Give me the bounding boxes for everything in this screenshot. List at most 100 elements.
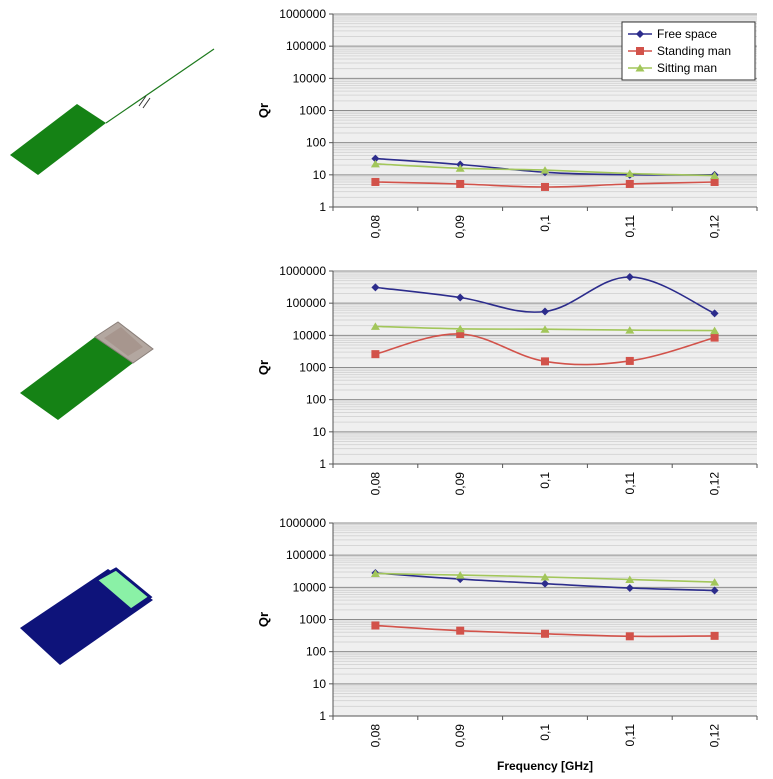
y-tick-label: 100 xyxy=(306,136,326,150)
antenna-chip-top xyxy=(104,327,143,356)
series-standing-man xyxy=(371,330,719,366)
data-point xyxy=(710,171,720,180)
y-tick-label: 10000 xyxy=(293,580,327,594)
data-point xyxy=(541,629,549,638)
data-point xyxy=(710,177,719,186)
data-point xyxy=(710,631,719,640)
data-point xyxy=(456,626,465,635)
data-point xyxy=(455,164,465,172)
data-point xyxy=(625,584,634,593)
x-tick-label: 0,12 xyxy=(708,724,722,748)
y-tick-label: 1 xyxy=(319,200,326,214)
x-tick-label: 0,11 xyxy=(623,215,637,238)
data-point xyxy=(455,571,465,579)
data-point xyxy=(710,578,720,586)
x-tick-label: 0,09 xyxy=(453,724,467,748)
x-tick-label: 0,1 xyxy=(538,724,552,741)
legend-entry: Free space xyxy=(628,27,717,41)
y-tick-label: 100 xyxy=(306,393,326,407)
series-sitting-man xyxy=(370,569,720,586)
y-tick-label: 100000 xyxy=(286,548,326,562)
y-tick-label: 10 xyxy=(313,677,327,691)
legend-label: Sitting man xyxy=(657,61,717,75)
data-point xyxy=(541,182,549,191)
phone-antenna-model xyxy=(20,567,153,665)
minor-gridlines xyxy=(333,271,757,455)
legend-label: Free space xyxy=(657,27,717,41)
data-point xyxy=(541,579,549,588)
charts: 1 10 100 1000 10000 100000 1000000 0,08 0,09 0,1 0… xyxy=(256,7,758,773)
series-standing-man xyxy=(371,621,719,641)
y-tick-label: 1000000 xyxy=(279,516,326,530)
data-point xyxy=(456,179,465,188)
data-point xyxy=(625,273,634,282)
series-free-space xyxy=(371,273,719,318)
data-point xyxy=(541,357,549,366)
x-tick-label: 0,11 xyxy=(623,472,637,495)
wire-antenna-model xyxy=(10,48,215,175)
data-point xyxy=(625,356,634,365)
y-tick-label: 10000 xyxy=(293,328,327,342)
series-sitting-man xyxy=(370,322,720,335)
chart-panel-1: 1 10 100 1000 10000 100000 1000000 0,08 0,09 0,1 0… xyxy=(256,7,758,239)
y-tick-label: 1 xyxy=(319,709,326,723)
data-point xyxy=(710,326,720,335)
y-tick-label: 100000 xyxy=(286,39,326,53)
data-point xyxy=(371,154,380,163)
wire-element xyxy=(105,48,215,124)
data-point xyxy=(371,350,380,359)
x-axis-title: Frequency [GHz] xyxy=(497,759,593,773)
legend-entry: Sitting man xyxy=(628,61,717,75)
data-point xyxy=(710,586,719,595)
y-tick-label: 1000 xyxy=(299,613,326,627)
y-tick-label: 100000 xyxy=(286,296,326,310)
data-point xyxy=(635,64,645,72)
data-point xyxy=(370,569,380,577)
y-axis-title: Qr xyxy=(256,360,271,375)
data-point xyxy=(540,572,550,581)
data-point xyxy=(370,322,380,330)
chip-antenna-model xyxy=(20,321,154,420)
y-tick-label: 100 xyxy=(306,645,326,659)
data-point xyxy=(540,325,550,333)
data-point xyxy=(456,330,465,339)
y-tick-label: 1000 xyxy=(299,104,326,118)
data-point xyxy=(370,159,380,168)
x-tick-label: 0,1 xyxy=(538,472,552,489)
data-point xyxy=(625,169,635,178)
x-tick-label: 0,12 xyxy=(708,472,722,496)
data-point xyxy=(540,166,550,174)
break-mark xyxy=(138,95,147,107)
x-tick-label: 0,09 xyxy=(453,472,467,496)
legend-entry: Standing man xyxy=(628,44,731,58)
x-tick-label: 0,11 xyxy=(623,724,637,747)
data-point xyxy=(636,47,644,55)
y-tick-label: 10000 xyxy=(293,71,327,85)
data-point xyxy=(371,283,380,292)
series-standing-man xyxy=(371,177,719,191)
chart-panel-3: 1 10 100 1000 10000 100000 1000000 0,08 0,09 0,1 0… xyxy=(256,516,758,773)
y-tick-label: 10 xyxy=(313,425,327,439)
y-tick-label: 1000 xyxy=(299,361,326,375)
legend: Free space Standing man Sitting man xyxy=(621,21,756,81)
data-point xyxy=(371,621,380,630)
data-point xyxy=(636,30,644,38)
data-point xyxy=(625,326,635,334)
data-point xyxy=(625,179,634,188)
ground-plane xyxy=(10,104,106,175)
data-point xyxy=(371,177,380,186)
x-tick-label: 0,09 xyxy=(453,215,467,239)
y-axis-title: Qr xyxy=(256,612,271,627)
data-point xyxy=(710,333,719,342)
x-tick-label: 0,08 xyxy=(368,472,382,496)
data-point xyxy=(541,307,549,316)
ground-plane xyxy=(20,337,133,420)
data-point xyxy=(625,575,635,584)
y-tick-label: 10 xyxy=(313,168,327,182)
data-point xyxy=(456,293,465,302)
data-point xyxy=(710,309,719,318)
x-tick-label: 0,1 xyxy=(538,215,552,232)
break-mark xyxy=(142,97,151,109)
data-point xyxy=(625,632,634,641)
